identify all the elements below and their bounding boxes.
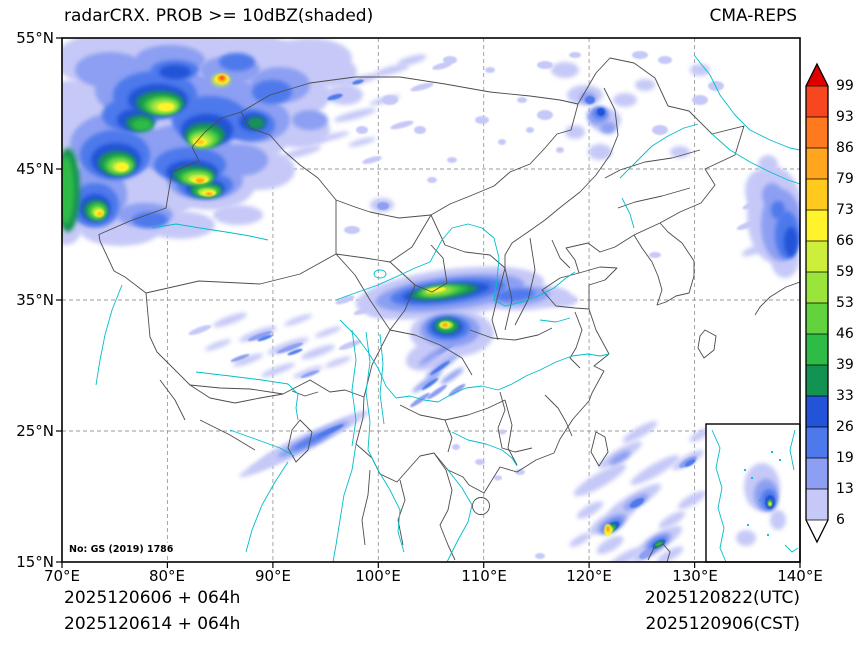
x-tick-label: 140°E — [777, 567, 823, 585]
license-note: No: GS (2019) 1786 — [66, 543, 177, 556]
province-boundaries — [98, 57, 800, 562]
colorbar-label: 53 — [836, 295, 854, 311]
colorbar-label: 66 — [836, 233, 854, 249]
map-frame — [61, 37, 801, 563]
x-tick-label: 120°E — [566, 567, 612, 585]
colorbar-label: 59 — [836, 264, 854, 280]
colorbar-label: 13 — [836, 481, 854, 497]
valid-time-cst: 2025120906(CST) — [645, 614, 800, 634]
probability-shading — [62, 38, 800, 562]
y-tick-label: 45°N — [16, 160, 54, 178]
colorbar-label: 99 — [836, 78, 854, 94]
colorbar-label: 39 — [836, 357, 854, 373]
scs-inset — [705, 423, 801, 563]
colorbar-label: 86 — [836, 140, 854, 156]
model-name: CMA-REPS — [709, 6, 797, 26]
axis-ticks — [56, 37, 801, 568]
init-time-cst: 2025120614 + 064h — [64, 614, 241, 634]
colorbar-label: 6 — [836, 512, 845, 528]
y-tick-label: 55°N — [16, 29, 54, 47]
y-tick-label: 15°N — [16, 553, 54, 571]
colorbar — [805, 62, 829, 544]
colorbar-label: 79 — [836, 171, 854, 187]
x-tick-label: 130°E — [672, 567, 718, 585]
x-tick-label: 80°E — [148, 567, 186, 585]
x-tick-label: 110°E — [461, 567, 507, 585]
valid-time-utc: 2025120822(UTC) — [644, 588, 800, 608]
y-tick-label: 35°N — [16, 291, 54, 309]
colorbar-label: 46 — [836, 326, 854, 342]
colorbar-label: 26 — [836, 419, 854, 435]
rivers — [95, 54, 800, 562]
x-tick-label: 90°E — [254, 567, 292, 585]
init-time-utc: 2025120606 + 064h — [64, 588, 241, 608]
inset-shading — [736, 463, 786, 546]
colorbar-label: 19 — [836, 450, 854, 466]
colorbar-label: 93 — [836, 109, 854, 125]
x-tick-label: 70°E — [43, 567, 81, 585]
x-tick-label: 100°E — [355, 567, 401, 585]
plot-title: radarCRX. PROB >= 10dBZ(shaded) — [64, 6, 374, 26]
colorbar-label: 73 — [836, 202, 854, 218]
y-tick-label: 25°N — [16, 422, 54, 440]
colorbar-label: 33 — [836, 388, 854, 404]
